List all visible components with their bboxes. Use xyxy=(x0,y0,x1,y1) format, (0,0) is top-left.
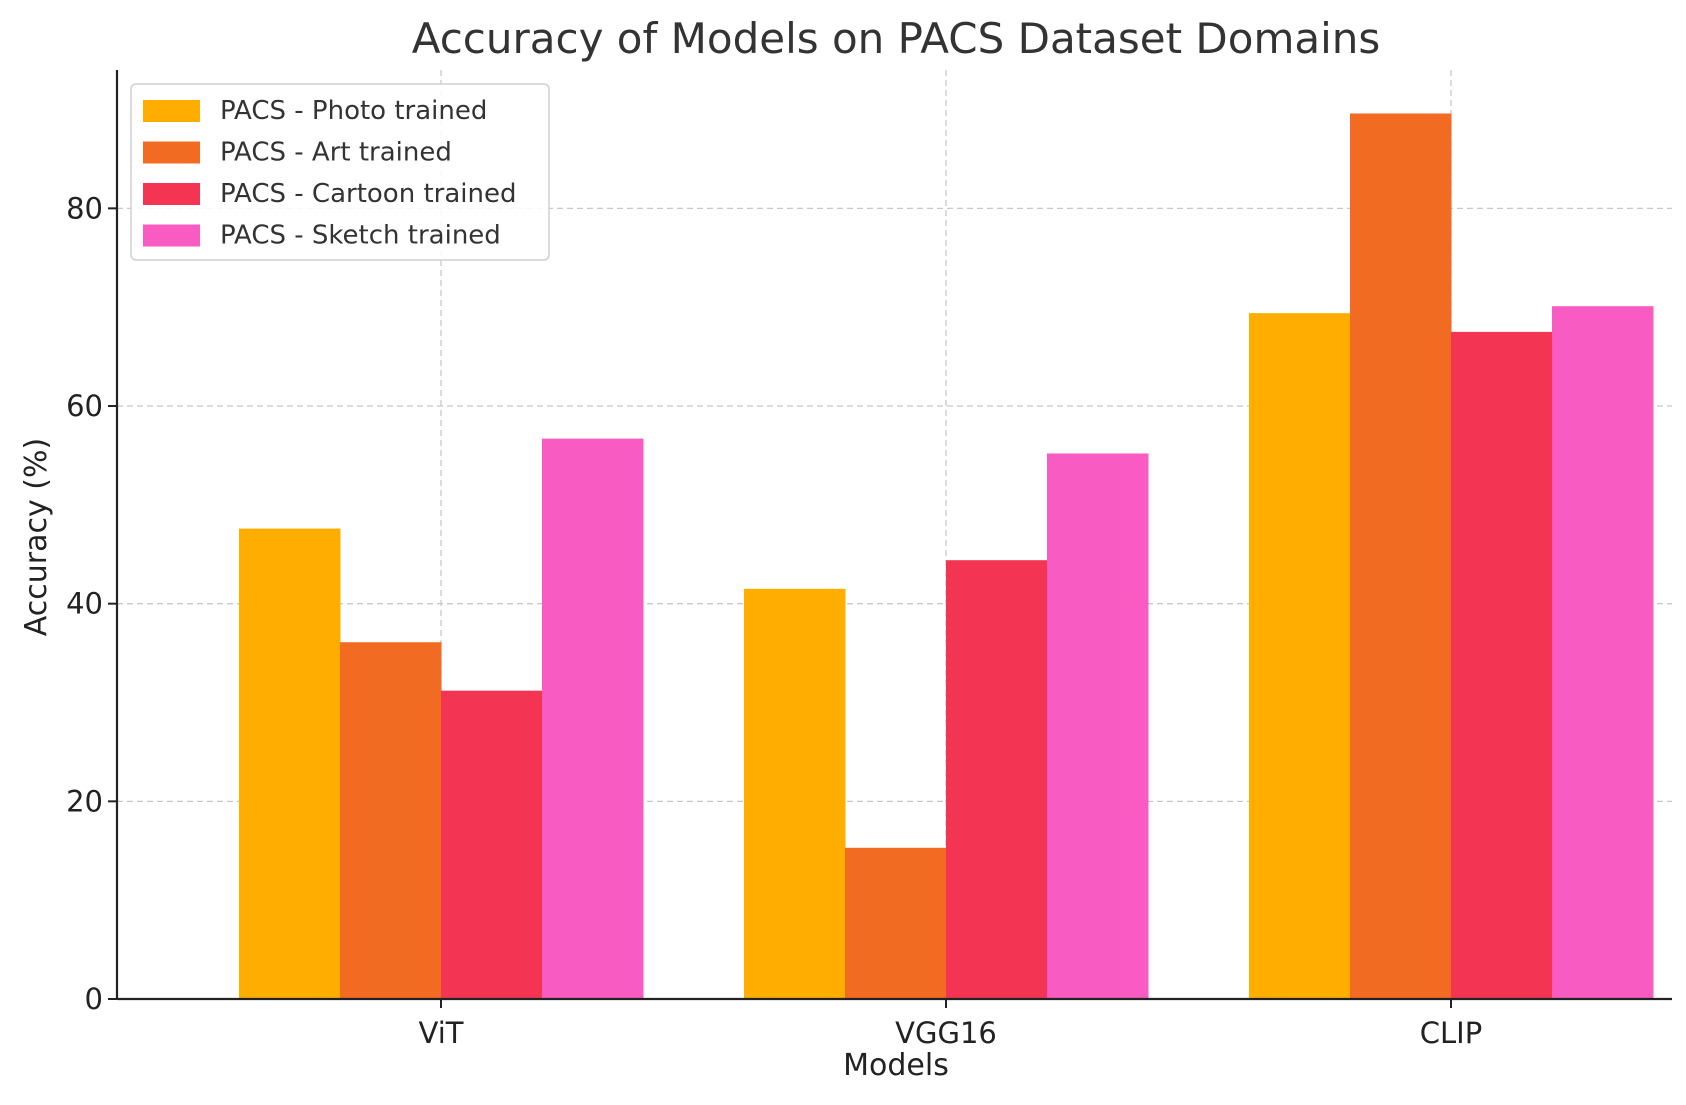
legend-label: PACS - Art trained xyxy=(220,138,452,168)
legend-label: PACS - Cartoon trained xyxy=(220,179,516,209)
bar-vit-series-3 xyxy=(542,438,644,999)
x-tick-label: VGG16 xyxy=(895,1016,997,1050)
legend-label: PACS - Sketch trained xyxy=(220,221,501,251)
legend-label: PACS - Photo trained xyxy=(220,96,487,126)
bar-vgg16-series-2 xyxy=(946,560,1048,999)
bar-vgg16-series-3 xyxy=(1047,453,1149,999)
bar-vgg16-series-1 xyxy=(845,847,947,999)
legend-swatch xyxy=(143,224,200,247)
bars xyxy=(239,113,1654,999)
legend-swatch xyxy=(143,141,200,164)
chart-title: Accuracy of Models on PACS Dataset Domai… xyxy=(412,14,1381,63)
x-tick-label: ViT xyxy=(419,1016,464,1050)
bar-vit-series-1 xyxy=(340,642,442,999)
y-tick-label: 20 xyxy=(66,784,103,818)
x-tick-label: CLIP xyxy=(1420,1016,1482,1050)
bar-vit-series-0 xyxy=(239,528,341,999)
x-axis-label: Models xyxy=(843,1048,949,1083)
y-axis-label: Accuracy (%) xyxy=(19,438,54,636)
y-tick-label: 80 xyxy=(66,191,103,225)
bar-clip-series-1 xyxy=(1350,113,1452,999)
legend: PACS - Photo trained PACS - Art trained PA… xyxy=(130,83,550,261)
bar-clip-series-0 xyxy=(1249,313,1351,999)
y-tick-label: 0 xyxy=(85,982,103,1016)
bar-vgg16-series-0 xyxy=(744,588,846,999)
legend-swatch xyxy=(143,100,200,122)
legend-box xyxy=(130,83,550,261)
y-tick-label: 40 xyxy=(66,587,103,621)
bar-clip-series-3 xyxy=(1552,306,1654,999)
tick-labels: 0 20 40 60 80 ViT VGG16 CLIP xyxy=(66,191,1482,1050)
y-tick-label: 60 xyxy=(66,389,103,423)
axes xyxy=(108,70,1672,1008)
legend-swatch xyxy=(143,183,200,205)
bar-clip-series-2 xyxy=(1451,331,1553,999)
bar-vit-series-2 xyxy=(441,690,543,999)
